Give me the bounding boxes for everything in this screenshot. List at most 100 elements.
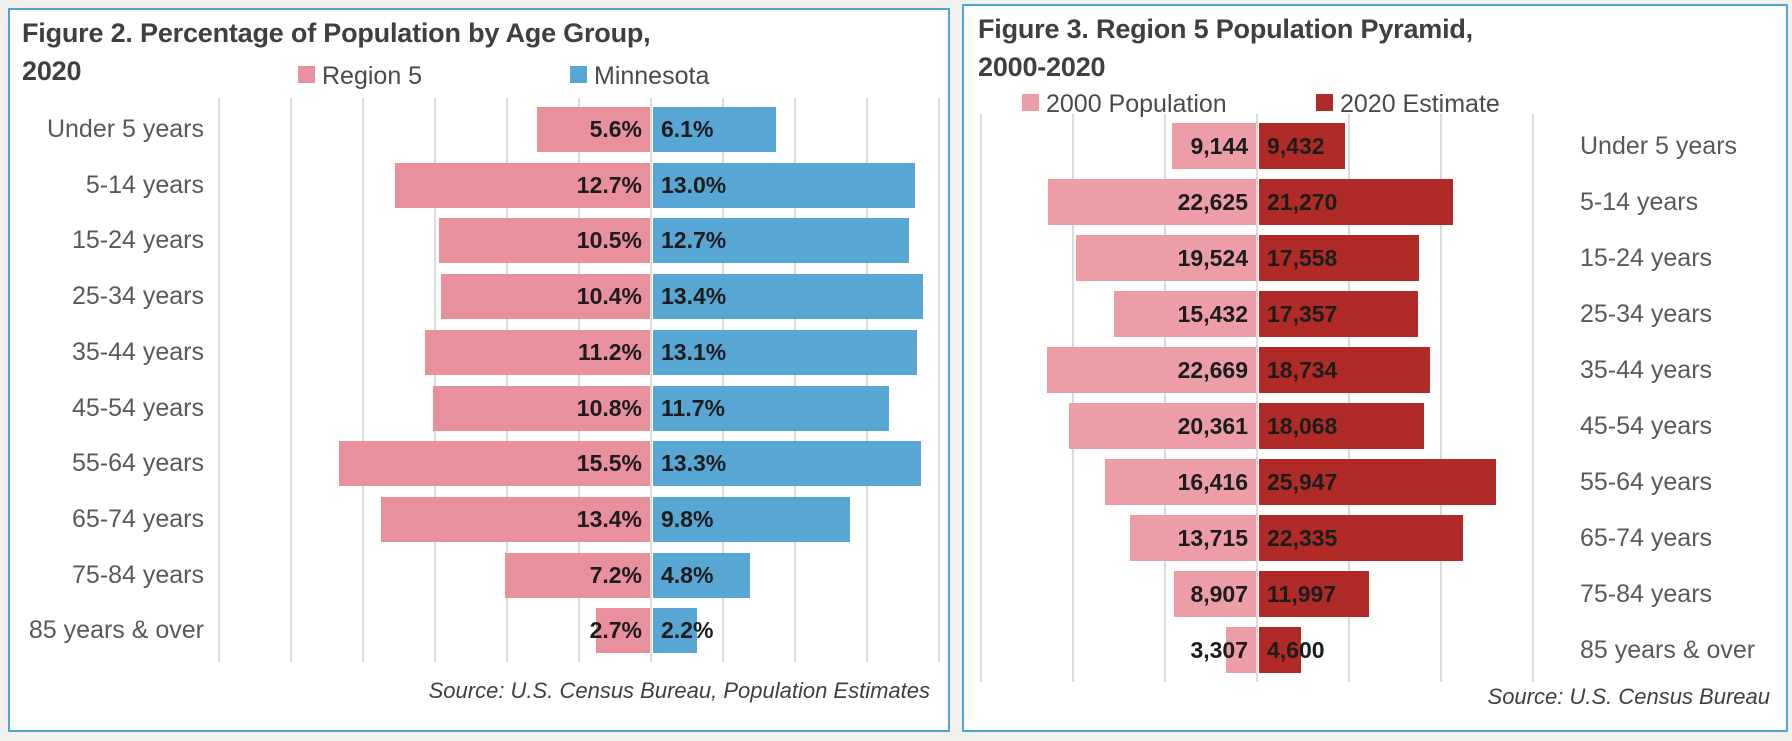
bar-value-label: 25,947 [1267,469,1338,495]
bar-2020-estimate: 18,068 [1259,403,1424,449]
bar-minnesota: 11.7% [653,385,889,431]
bar-2000-population: 22,625 [1048,179,1256,225]
bar-value-label: 7.2% [589,561,642,588]
bar-value-label: 22,669 [1177,357,1248,383]
bar-value-label: 13.1% [661,338,727,365]
bar-2020-estimate: 25,947 [1259,459,1496,505]
bar-value-label: 12.7% [661,227,727,254]
bar-value-label: 8,907 [1190,581,1248,607]
bar-value-label: 9.8% [661,505,714,532]
bar-value-label: 13.4% [576,505,642,532]
bar-value-label: 6.1% [661,116,714,142]
bar-value-label: 9,144 [1190,133,1248,159]
figure3-chart: Figure 3. Region 5 Population Pyramid, 2… [962,4,1788,732]
bar-value-label: 11.7% [661,394,725,421]
bar-value-label: 3,307 [1190,637,1248,663]
bar-value-label: 17,357 [1267,301,1338,327]
bar-minnesota: 4.8% [653,552,750,598]
gridline [938,98,940,662]
bar-2000-population: 15,432 [1114,291,1256,337]
category-label: 85 years & over [1580,636,1756,664]
bar-value-label: 15,432 [1177,301,1248,327]
category-label: 55-64 years [1580,468,1713,496]
figure2-title-line1: Figure 2. Percentage of Population by Ag… [22,18,651,48]
category-label: Under 5 years [46,115,204,143]
bar-value-label: 18,734 [1267,357,1338,383]
bar-value-label: 11.2% [578,338,642,365]
bar-region-5: 2.7% [590,608,650,654]
category-label: 25-34 years [1580,300,1713,328]
bar-region-5: 12.7% [395,162,650,208]
category-label: 15-24 years [71,226,204,255]
bar-value-label: 9,432 [1267,133,1325,159]
bar-value-label: 5.6% [589,116,642,142]
category-label: 55-64 years [71,449,204,478]
bar-2000-population: 3,307 [1190,627,1256,673]
bar-minnesota: 6.1% [653,107,776,152]
bar-2000-population: 20,361 [1069,403,1256,449]
bar-value-label: 10.8% [576,394,642,421]
gridline [434,98,436,662]
category-label: 35-44 years [71,337,204,366]
bar-value-label: 13.4% [661,283,727,310]
legend-swatch-region5 [298,66,315,83]
bar-2000-population: 16,416 [1105,459,1256,505]
bar-value-label: 4.8% [661,561,714,588]
bar-2020-estimate: 18,734 [1259,347,1430,393]
category-label: 45-54 years [1580,412,1713,440]
bar-2020-estimate: 17,357 [1259,291,1418,337]
figure3-plot-area: Under 5 years 9,144 9,432 5-14 years 22,625 2… [964,6,1786,730]
bar-minnesota: 13.0% [653,162,915,208]
gridline [578,98,580,662]
bar-value-label: 13.3% [661,450,727,477]
bar-value-label: 13.0% [661,171,727,198]
bar-minnesota: 13.3% [653,441,921,487]
bar-2020-estimate: 17,558 [1259,235,1419,281]
gridline [290,98,292,662]
figure3-title-line2: 2000-2020 [978,52,1106,82]
bar-2000-population: 22,669 [1047,347,1256,393]
category-label: 75-84 years [1580,580,1713,608]
bar-value-label: 15.5% [576,450,642,477]
gridline [506,98,508,662]
gridline [794,98,796,662]
bar-value-label: 17,558 [1267,245,1338,271]
bar-value-label: 22,625 [1177,189,1248,215]
category-label: 5-14 years [85,170,204,199]
gridline [650,98,652,662]
category-label: 5-14 years [1580,188,1699,216]
bar-region-5: 10.5% [439,218,650,264]
gridline [1532,114,1534,682]
gridline [218,98,220,662]
bar-value-label: 21,270 [1267,189,1338,215]
gridline [1164,114,1166,682]
legend-label-2000-population: 2000 Population [1046,90,1227,118]
gridline [362,98,364,662]
gridline [1440,114,1442,682]
bar-minnesota: 12.7% [653,218,909,264]
bar-value-label: 12.7% [576,171,642,198]
category-label: 45-54 years [71,393,204,422]
bar-region-5: 10.8% [433,385,650,431]
bar-2000-population: 13,715 [1130,515,1256,561]
legend-swatch-minnesota [570,66,587,83]
category-label: 65-74 years [71,504,204,533]
gridline [1348,114,1350,682]
category-label: 65-74 years [1580,524,1713,552]
bar-value-label: 16,416 [1177,469,1248,495]
category-label: 25-34 years [71,282,204,311]
bar-value-label: 20,361 [1177,413,1248,439]
bar-value-label: 13,715 [1177,525,1248,551]
legend-label-2020-estimate: 2020 Estimate [1340,90,1500,118]
bar-minnesota: 9.8% [653,496,850,542]
gridline [722,98,724,662]
bar-region-5: 7.2% [505,552,650,598]
gridline [1256,114,1258,682]
bar-region-5: 11.2% [425,329,650,375]
category-label: 75-84 years [71,560,204,589]
figure3-title-line1: Figure 3. Region 5 Population Pyramid, [978,14,1473,44]
bar-value-label: 11,997 [1267,581,1337,607]
bar-minnesota: 13.4% [653,274,923,320]
category-label: Under 5 years [1580,132,1738,160]
category-label: 15-24 years [1580,244,1713,272]
